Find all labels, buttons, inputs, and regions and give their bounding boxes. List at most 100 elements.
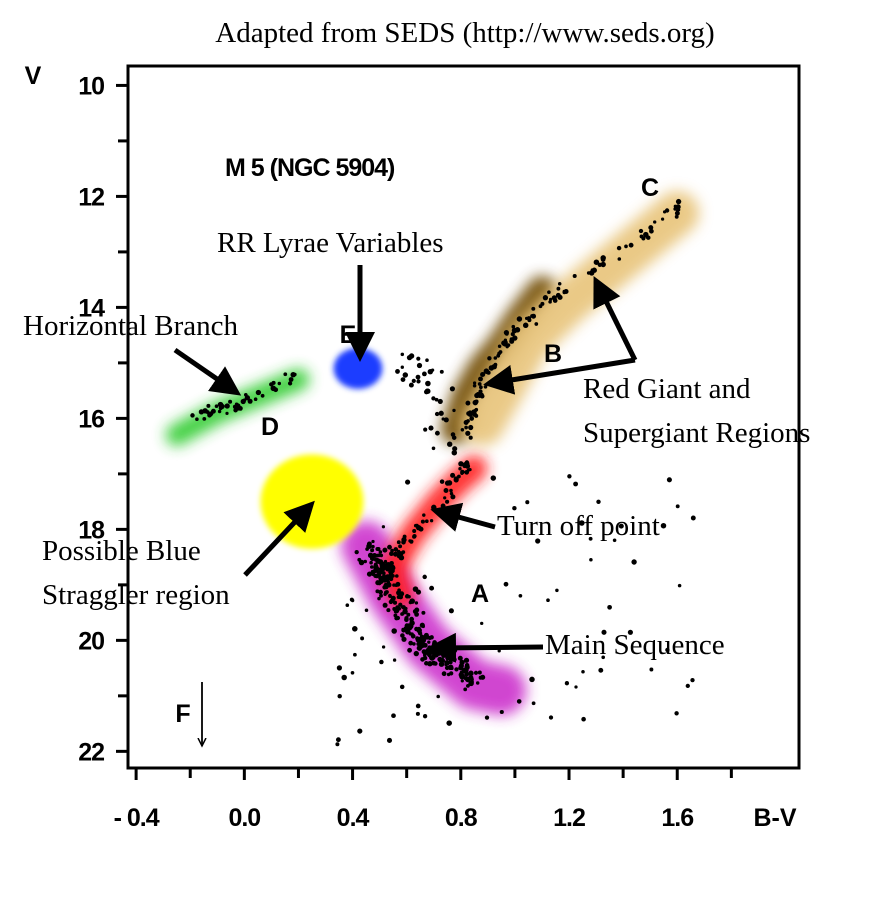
star-point (438, 410, 444, 416)
x-tick-label-5: 1.6 (661, 804, 693, 832)
y-axis-label: V (25, 62, 42, 90)
star-point (371, 544, 375, 549)
star-point (596, 499, 601, 505)
star-point (511, 324, 516, 329)
star-point (475, 681, 480, 685)
star-point (540, 301, 545, 306)
star-point (238, 406, 243, 411)
star-point (373, 573, 378, 578)
star-point (478, 376, 483, 382)
star-point (401, 605, 406, 610)
star-point (501, 340, 507, 346)
star-point (468, 467, 472, 472)
star-point (546, 598, 550, 603)
star-point (486, 370, 491, 375)
star-point (449, 386, 455, 392)
star-point (402, 608, 408, 615)
star-point (463, 687, 468, 692)
star-point (511, 327, 518, 334)
star-point (450, 432, 456, 437)
star-point (468, 670, 474, 677)
star-point (444, 480, 451, 486)
star-point (415, 703, 421, 709)
star-point (452, 446, 458, 452)
marker-f: F (175, 682, 202, 746)
star-point (588, 270, 595, 276)
star-point (484, 715, 490, 720)
star-point (497, 344, 502, 349)
star-point (522, 322, 529, 329)
star-point (449, 671, 454, 676)
star-point (401, 539, 406, 545)
star-point (413, 650, 419, 657)
star-point (399, 684, 405, 690)
star-point (341, 674, 347, 681)
star-point (206, 403, 211, 408)
star-point (645, 234, 650, 239)
star-point (562, 289, 566, 293)
star-point (440, 503, 446, 509)
y-tick-label-1: 12 (78, 183, 104, 211)
star-point (382, 602, 388, 608)
star-point (398, 551, 403, 556)
star-point (370, 565, 374, 569)
star-point (345, 603, 350, 607)
star-point (466, 419, 470, 423)
star-point (512, 505, 517, 511)
star-point (428, 636, 432, 641)
star-point (360, 636, 365, 641)
star-point (512, 335, 518, 341)
star-point (598, 667, 604, 673)
region-letter-d: D (261, 413, 279, 441)
star-point (564, 681, 570, 686)
star-point (488, 365, 495, 371)
star-point (419, 622, 425, 628)
star-point (531, 701, 536, 706)
star-point (493, 356, 498, 360)
star-point (335, 742, 340, 747)
star-point (373, 565, 379, 571)
y-tick-label-4: 18 (78, 516, 105, 544)
label-rr-lyrae: RR Lyrae Variables (217, 227, 444, 259)
star-point (480, 371, 486, 378)
arrow-blue-straggler (243, 500, 315, 577)
region-letter-e: E (340, 321, 357, 349)
star-point (242, 398, 247, 402)
star-point (600, 261, 606, 268)
star-point (349, 597, 354, 602)
star-point (363, 559, 368, 564)
star-point (660, 522, 667, 529)
star-point (398, 602, 403, 607)
star-point (270, 385, 277, 392)
star-point (476, 391, 480, 396)
star-point (660, 217, 665, 221)
star-point (542, 295, 549, 301)
annotation-arrows (173, 265, 638, 663)
label-main-sequence: Main Sequence (545, 629, 725, 661)
star-point (690, 677, 695, 683)
star-point (581, 670, 585, 674)
star-point (400, 377, 406, 382)
star-point (412, 533, 417, 539)
arrow-red-giant-right (593, 276, 638, 362)
star-point (548, 300, 552, 304)
star-point (412, 642, 416, 646)
star-point (617, 257, 622, 261)
region-letter-c: C (641, 174, 659, 202)
star-point (454, 667, 459, 672)
star-point (364, 608, 369, 613)
star-point (402, 534, 407, 539)
star-point (422, 574, 427, 580)
star-point (219, 403, 225, 410)
star-point (431, 446, 436, 451)
y-tick-label-2: 14 (78, 294, 105, 322)
star-point (208, 412, 213, 417)
star-point (628, 242, 634, 248)
star-point (253, 397, 258, 402)
star-point (424, 388, 430, 394)
star-point (389, 598, 395, 603)
star-point (649, 228, 654, 234)
star-point (627, 629, 633, 635)
star-point (409, 539, 414, 544)
star-point (616, 245, 622, 251)
